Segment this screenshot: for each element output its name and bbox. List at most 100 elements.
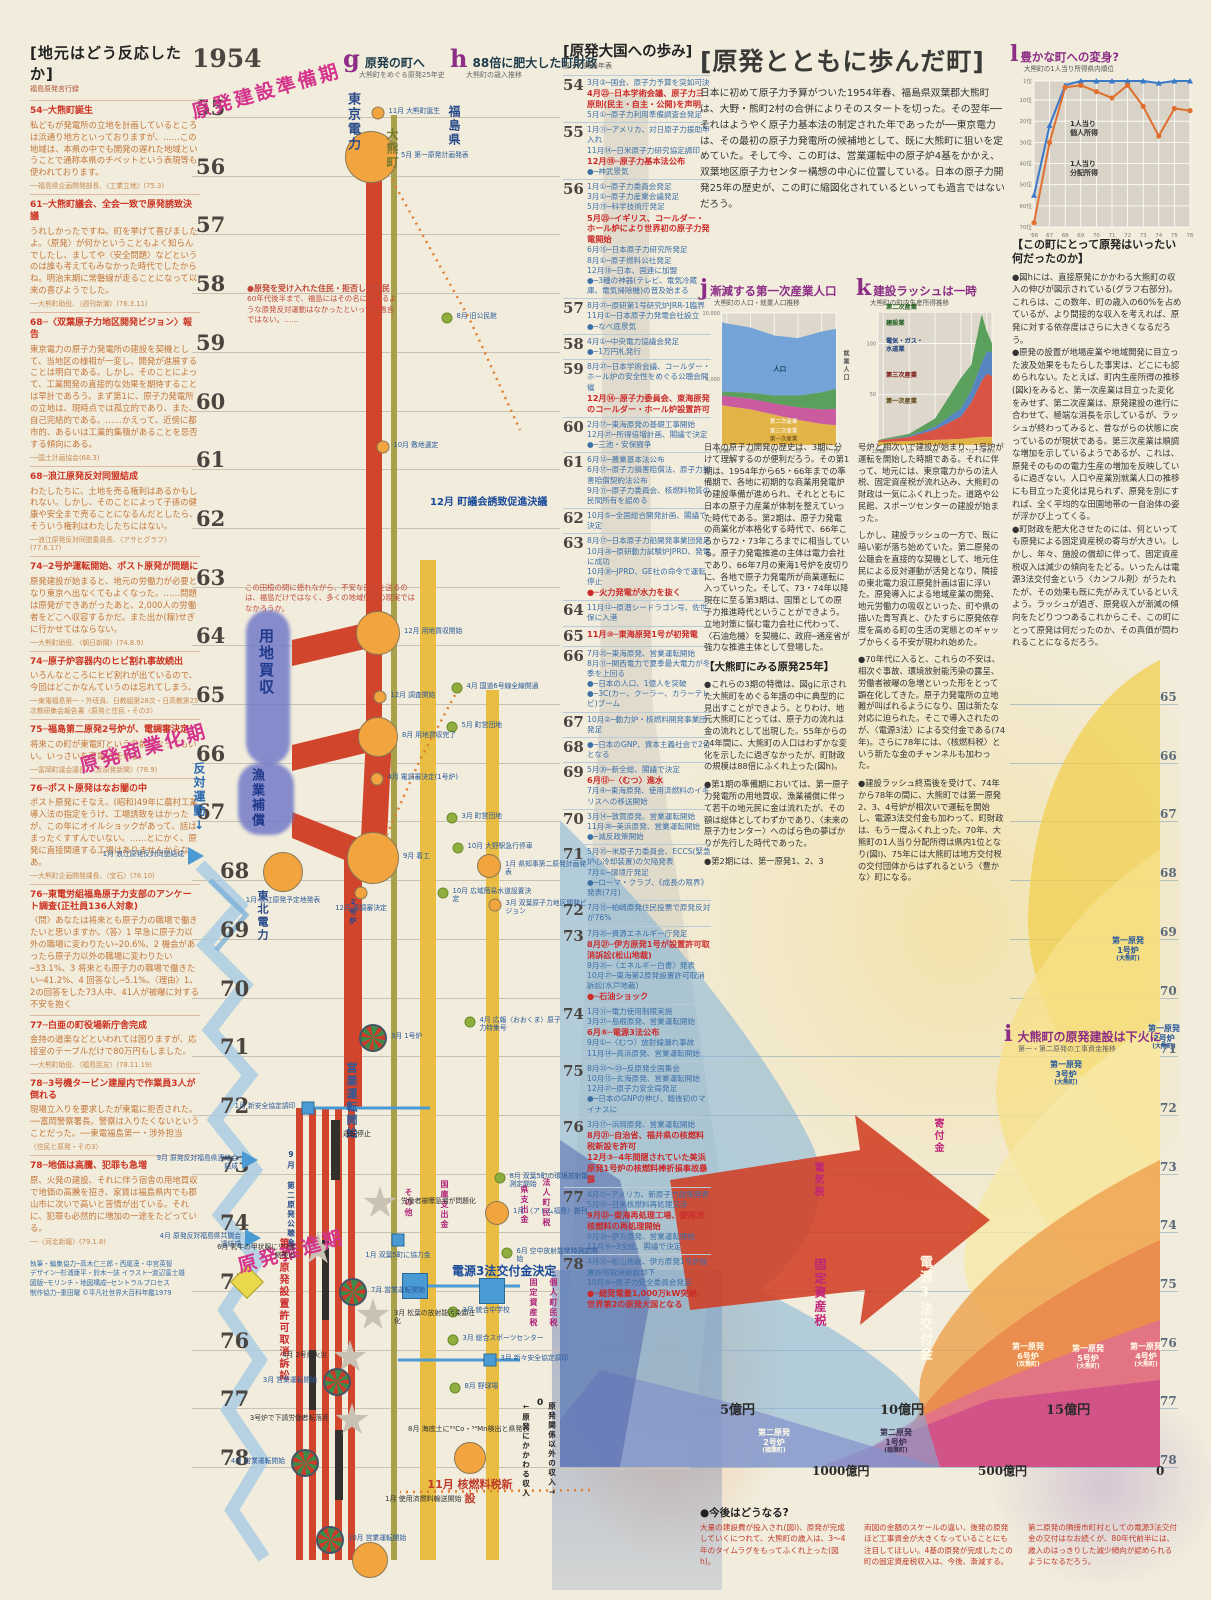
- employed-label: 就業人口: [842, 350, 849, 382]
- body-paragraph: ●建設ラッシュ終焉後を受けて、74年から78年の間に、大熊町では第一原発2、3、…: [858, 778, 1004, 883]
- chart-el: 73: [1140, 233, 1147, 239]
- chronology-items: 1月⑪─電力使用制限実施 3月㉗─島根原発、営業運転開始 6月⑥─電源3法公布 9月①…: [587, 1007, 711, 1059]
- event-label: 9月 原発反対福島県連絡会結成: [156, 1154, 238, 1171]
- event-label: 1月 浪江原発反対同盟結成: [102, 850, 184, 858]
- left-entry-title: 68─浪江原発反対同盟結成: [30, 471, 138, 482]
- chronology-items: 10月②─動力炉・核燃料開発事業団発足: [587, 715, 711, 735]
- year-gridline: [192, 1056, 560, 1058]
- flow-label: 営業運転開始: [345, 1062, 358, 1140]
- chart-el: 68: [1062, 233, 1069, 239]
- year-label-right: 68: [1160, 866, 1177, 881]
- event-label: 9月 着工: [403, 852, 430, 860]
- year-gridline: [192, 1291, 560, 1292]
- series-label-distributed: 1人当り 分配所得: [1070, 160, 1098, 177]
- chronology-item: ●─なべ底景気: [587, 321, 637, 331]
- event-tri: [188, 847, 204, 865]
- chronology-year: 68: [563, 737, 584, 756]
- right-paragraph: ●図hには、直接原発にかかわる大熊町の収入の伸びが図示されている(グラフ右部分)…: [1012, 271, 1182, 345]
- left-column-subtitle: 福島原発言行録: [30, 85, 79, 93]
- left-entry-title: 78─地価は高騰、犯罪も急増: [30, 1161, 147, 1172]
- chronology-entry: 66 7月㉕─東海原発、営業運転開始 8月⑪─関西電力で夏季最大電力が冬季を上回る ●…: [563, 645, 711, 712]
- left-entry: 74─原子炉容器内のヒビ割れ事故続出 いろんなところにヒビ割れが出ているので、今回…: [30, 650, 200, 720]
- chart-el: 55: [880, 449, 886, 455]
- body-paragraph: 号炉と相次いで建設が始まり、1号炉が運転を開始した時期である。それに伴って、地元…: [858, 442, 1004, 523]
- chart-header: l 豊かな町への変身? 大熊町の1人当り所得県内順位: [1010, 42, 1202, 73]
- year-gridline: [192, 1349, 560, 1351]
- chart-el: [1093, 89, 1099, 95]
- body-subheading: 【大熊町にみる原発25年】: [704, 661, 835, 674]
- chronology-items: 6月⑫─農業基本法公布 6月⑰─原子力損害賠償法、原子力損害賠償契約法公布 9月⑪─…: [587, 455, 711, 506]
- chronology-item: 1月⑪─電力使用制限実施: [587, 1007, 673, 1017]
- chronology-item: ●─石油ショック: [587, 991, 649, 1002]
- timeline-note-title: ●原発を受け入れた住民・拒否した住民: [247, 284, 390, 293]
- year-label: 74: [220, 1210, 250, 1236]
- chronology-item: 8月㉑─自治省、福井県の核燃料税新設を許可: [587, 1129, 705, 1151]
- main-title: [原発とともに歩んだ町]: [700, 47, 985, 76]
- section-i-letter: i: [1004, 1021, 1013, 1047]
- what-was-npp-column: 【この町にとって原発はいったい何だったのか】 ●図hには、直接原発にかかわる大熊…: [1012, 238, 1182, 649]
- fishery-compensation-blob: [238, 763, 294, 835]
- right-paragraph: ●町財政を肥大化させたのには、何といっても原発による固定資産税の寄与が大きい。し…: [1012, 523, 1180, 648]
- event-g: [494, 1172, 506, 1184]
- chronology-year: 69: [563, 763, 584, 782]
- year-gridline-right: [700, 1173, 1178, 1175]
- reactor-town: (大熊町): [1076, 1363, 1100, 1371]
- chronology-year: 71: [563, 845, 584, 864]
- left-entry-title: 74─原子炉容器内のヒビ割れ事故続出: [30, 656, 183, 667]
- chart-i-label: 第一原発 2号炉 (大熊町): [1148, 1024, 1180, 1050]
- year-label-right: 77: [1160, 1394, 1177, 1409]
- event-label: 8月 双葉5町の環境放射能測定開始: [509, 1172, 589, 1189]
- event-label: 4月 国道6号線全線開通: [466, 682, 539, 690]
- year-label: 66: [196, 740, 226, 766]
- chart-i-shape-10: [670, 1115, 990, 1325]
- chart-el: 76: [989, 449, 995, 455]
- chronology-item: 9月㉕─〈エネルギー白書〉発表: [587, 960, 696, 970]
- event-label: 10月 広域簡易水道設置決定: [452, 887, 532, 904]
- reactor-unit: 4号炉: [1135, 1351, 1157, 1361]
- event-label: 4月 営業運転開始: [230, 1457, 285, 1465]
- chronology-year: 77: [563, 1187, 584, 1206]
- left-entry-title: 76─ポスト原発はなお闇の中: [30, 783, 147, 794]
- event-pw: [291, 1449, 319, 1477]
- chart-el: 67: [1046, 233, 1053, 239]
- event-g: [441, 312, 453, 324]
- chart-i-label: 第二原発 1号炉 (楢葉町): [880, 1428, 912, 1454]
- event-label: 4月 2号炉火災: [282, 1351, 327, 1359]
- section-g-subtitle: 大熊町をめぐる原発25年史: [359, 71, 445, 80]
- year-label: 68: [220, 858, 250, 884]
- year-label: 58: [196, 271, 226, 297]
- event-label: 労働者被曝急増が問題化: [401, 1197, 476, 1205]
- k-label-2: 電気・ガス・ 水道業: [886, 338, 924, 353]
- chart-el: 50位: [1020, 181, 1033, 189]
- reactor-unit: 1号炉: [885, 1437, 907, 1447]
- chronology-year: 56: [563, 179, 584, 198]
- chronology-items: 5月㉚─新全総、閣議で決定 6月⑫─〈むつ〉進水 7月④─東海原発、使用済燃料のイギ…: [587, 765, 711, 807]
- chronology-item: 1月⑪─アメリカ、対日原子力援助申入れ: [587, 125, 710, 145]
- year-label: 77: [220, 1386, 250, 1412]
- chronology-item: 11月④─3全総、閣議で決定: [587, 1242, 682, 1252]
- reactor-unit: 5号炉: [1077, 1353, 1099, 1363]
- chronology-item: 5月①─原子力利用準備調査会発足: [587, 110, 702, 120]
- left-entry-body: 将来この町が東電町という名前になってもいい。いっさいを東電に任せる。: [30, 738, 197, 761]
- chart-i-label: 第二原発 2号炉 (楢葉町): [758, 1428, 790, 1454]
- chronology-item: 3月①─原子力産業会議発足: [587, 192, 680, 202]
- chronology-item: 12月⑱─日本、国連に加盟: [587, 265, 678, 275]
- chronology-entry: 78 4月㉕─松山地裁、伊方原発1号炉設置許可取消訴訟却下 10月④─原子力安全委員…: [563, 1254, 711, 1311]
- year-label: 78: [220, 1445, 250, 1471]
- chart-income-rank: l 豊かな町への変身? 大熊町の1人当り所得県内順位 1位 10位 20位 30位 40位 50…: [1010, 42, 1202, 247]
- chart-el: 70: [1093, 233, 1100, 239]
- event-g: [449, 1382, 461, 1394]
- event-label: 3月 1号炉: [391, 1032, 423, 1040]
- section-g-letter: g: [343, 44, 360, 73]
- chronology-item: ●─3C(カー、クーラー、カラーテレビ)ブーム: [587, 689, 710, 709]
- left-entry: 78─3号機タービン建屋内で作業員3人が倒れる 現場立入りを要求したが東電に拒否さ…: [30, 1073, 200, 1155]
- chronology-item: 8月⑰─日本原子力船開発事業団発足: [587, 536, 711, 546]
- chronology-year: 62: [563, 509, 584, 528]
- chart-el: 74: [978, 449, 984, 455]
- left-entry-body: 現場立入りを要求したが東電に拒否された。──富岡警察署長。警察は入りたくないとい…: [30, 1104, 200, 1139]
- future-outlook-notes: ●今後はどうなる? 大量の建設費が投入され(図i)、原発が完成していくにつれて、…: [700, 1505, 1190, 1568]
- left-entry-source: ──大熊町助役、〈福島民友〉(78.11.19): [30, 1061, 152, 1070]
- timeline-note: この田植の間に揺れながら、不安な日々を送るのは、福島だけではなく、多くの地域住民…: [245, 583, 420, 614]
- chart-el: [1171, 78, 1178, 84]
